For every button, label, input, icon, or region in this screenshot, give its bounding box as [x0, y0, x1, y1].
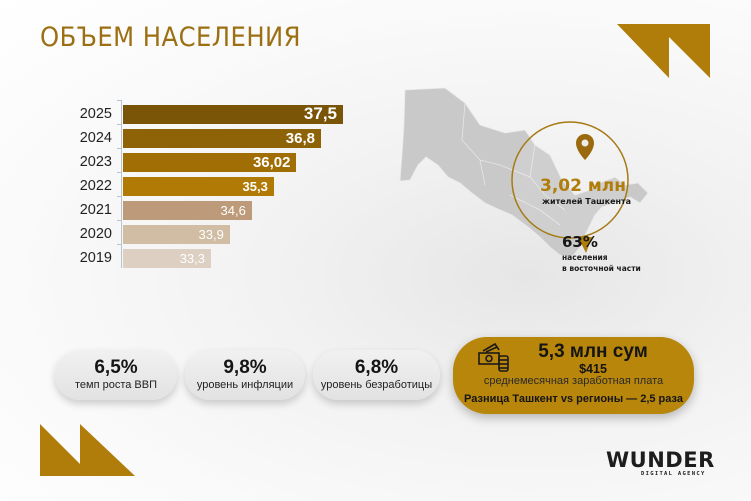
- salary-card: 5,3 млн сум $415 среднемесячная заработн…: [453, 337, 694, 414]
- y-tick-label: 2019: [79, 250, 112, 266]
- wunder-logo: WUNDER DIGITAL AGENCY: [606, 448, 715, 478]
- uzbekistan-map: 3,02 млн жителей Ташкента 63% населения …: [399, 87, 649, 273]
- bar: 36,8: [123, 128, 321, 148]
- chart-row: 2022 35,3: [60, 174, 274, 198]
- chart-row: 2023 36,02: [60, 150, 297, 174]
- indicator-label: уровень инфляции: [196, 379, 294, 391]
- y-tick-label: 2020: [79, 226, 112, 242]
- chart-row: 2020 33,9: [60, 222, 230, 246]
- logo-subtitle: DIGITAL AGENCY: [641, 471, 706, 477]
- axis-tick: [117, 124, 122, 125]
- salary-label: среднемесячная заработная плата: [483, 375, 664, 387]
- population-bar-chart: 2025 37,5 2024 36,8 2023 36,02 2022 35,3 2021 34,…: [60, 100, 360, 268]
- bar: 34,6: [123, 200, 252, 220]
- money-coins-icon: [478, 342, 509, 372]
- bar: 37,5: [123, 104, 343, 124]
- location-pin-icon: [576, 134, 594, 160]
- bar: 35,3: [123, 176, 274, 196]
- chart-row: 2021 34,6: [60, 198, 252, 222]
- y-tick-label: 2021: [79, 202, 112, 218]
- y-tick-label: 2025: [79, 106, 112, 122]
- east-label-2: в восточной части: [562, 264, 641, 273]
- indicator-gdp: 6,5% темп роста ВВП: [55, 350, 177, 400]
- east-value: 63%: [562, 233, 598, 251]
- tashkent-highlight-circle: [511, 121, 629, 239]
- indicator-value: 9,8%: [223, 357, 267, 378]
- east-label-1: населения: [562, 253, 608, 262]
- logo-name: WUNDER: [606, 448, 715, 472]
- indicator-value: 6,8%: [354, 357, 399, 378]
- y-tick-label: 2022: [79, 178, 112, 194]
- decorative-triangles-top-icon: [617, 24, 710, 78]
- bar: 36,02: [123, 152, 297, 172]
- axis-tick: [117, 196, 122, 197]
- indicator-label: уровень безработицы: [320, 379, 433, 391]
- axis-tick: [117, 148, 122, 149]
- salary-difference: Разница Ташкент vs регионы — 2,5 раза: [464, 393, 683, 405]
- tashkent-value: 3,02 млн: [540, 176, 626, 196]
- y-tick-label: 2023: [79, 154, 112, 170]
- salary-usd: $415: [579, 362, 607, 376]
- y-tick-label: 2024: [79, 130, 112, 146]
- axis-tick: [117, 172, 122, 173]
- decorative-triangles-bottom-icon: [40, 424, 135, 476]
- y-axis: [121, 100, 122, 268]
- indicator-inflation: 9,8% уровень инфляции: [185, 350, 305, 400]
- chart-row: 2024 36,8: [60, 126, 321, 150]
- bar: 33,3: [123, 248, 211, 268]
- salary-value: 5,3 млн сум: [538, 341, 648, 362]
- tashkent-label: жителей Ташкента: [542, 197, 631, 206]
- page-title: ОБЪЕМ НАСЕЛЕНИЯ: [40, 22, 301, 53]
- indicator-unemployment: 6,8% уровень безработицы: [313, 350, 440, 400]
- chart-row: 2025 37,5: [60, 102, 343, 126]
- chart-row: 2019 33,3: [60, 246, 211, 270]
- indicator-value: 6,5%: [94, 357, 138, 378]
- axis-tick: [117, 100, 122, 101]
- bar: 33,9: [123, 224, 230, 244]
- axis-tick: [117, 244, 122, 245]
- axis-tick: [117, 220, 122, 221]
- indicator-label: темп роста ВВП: [74, 379, 157, 391]
